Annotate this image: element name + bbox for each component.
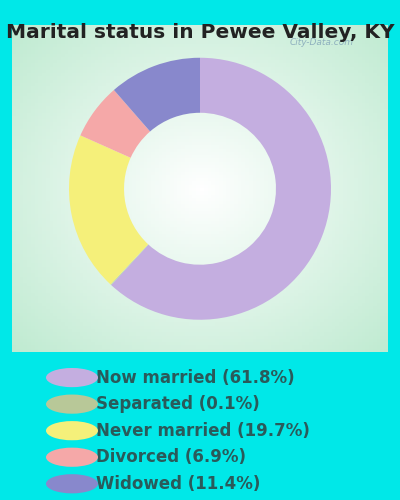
Text: City-Data.com: City-Data.com <box>290 38 354 47</box>
Text: Divorced (6.9%): Divorced (6.9%) <box>96 448 246 466</box>
Text: Marital status in Pewee Valley, KY: Marital status in Pewee Valley, KY <box>6 22 394 42</box>
Text: Separated (0.1%): Separated (0.1%) <box>96 395 260 413</box>
Circle shape <box>46 394 98 413</box>
Text: Now married (61.8%): Now married (61.8%) <box>96 368 295 386</box>
Text: Never married (19.7%): Never married (19.7%) <box>96 422 310 440</box>
Circle shape <box>46 448 98 467</box>
Wedge shape <box>114 58 200 132</box>
Wedge shape <box>111 58 331 320</box>
Circle shape <box>46 421 98 440</box>
Wedge shape <box>110 244 148 285</box>
Circle shape <box>46 474 98 494</box>
Circle shape <box>46 368 98 387</box>
Wedge shape <box>69 136 148 284</box>
Text: Widowed (11.4%): Widowed (11.4%) <box>96 475 260 493</box>
Wedge shape <box>80 90 150 158</box>
